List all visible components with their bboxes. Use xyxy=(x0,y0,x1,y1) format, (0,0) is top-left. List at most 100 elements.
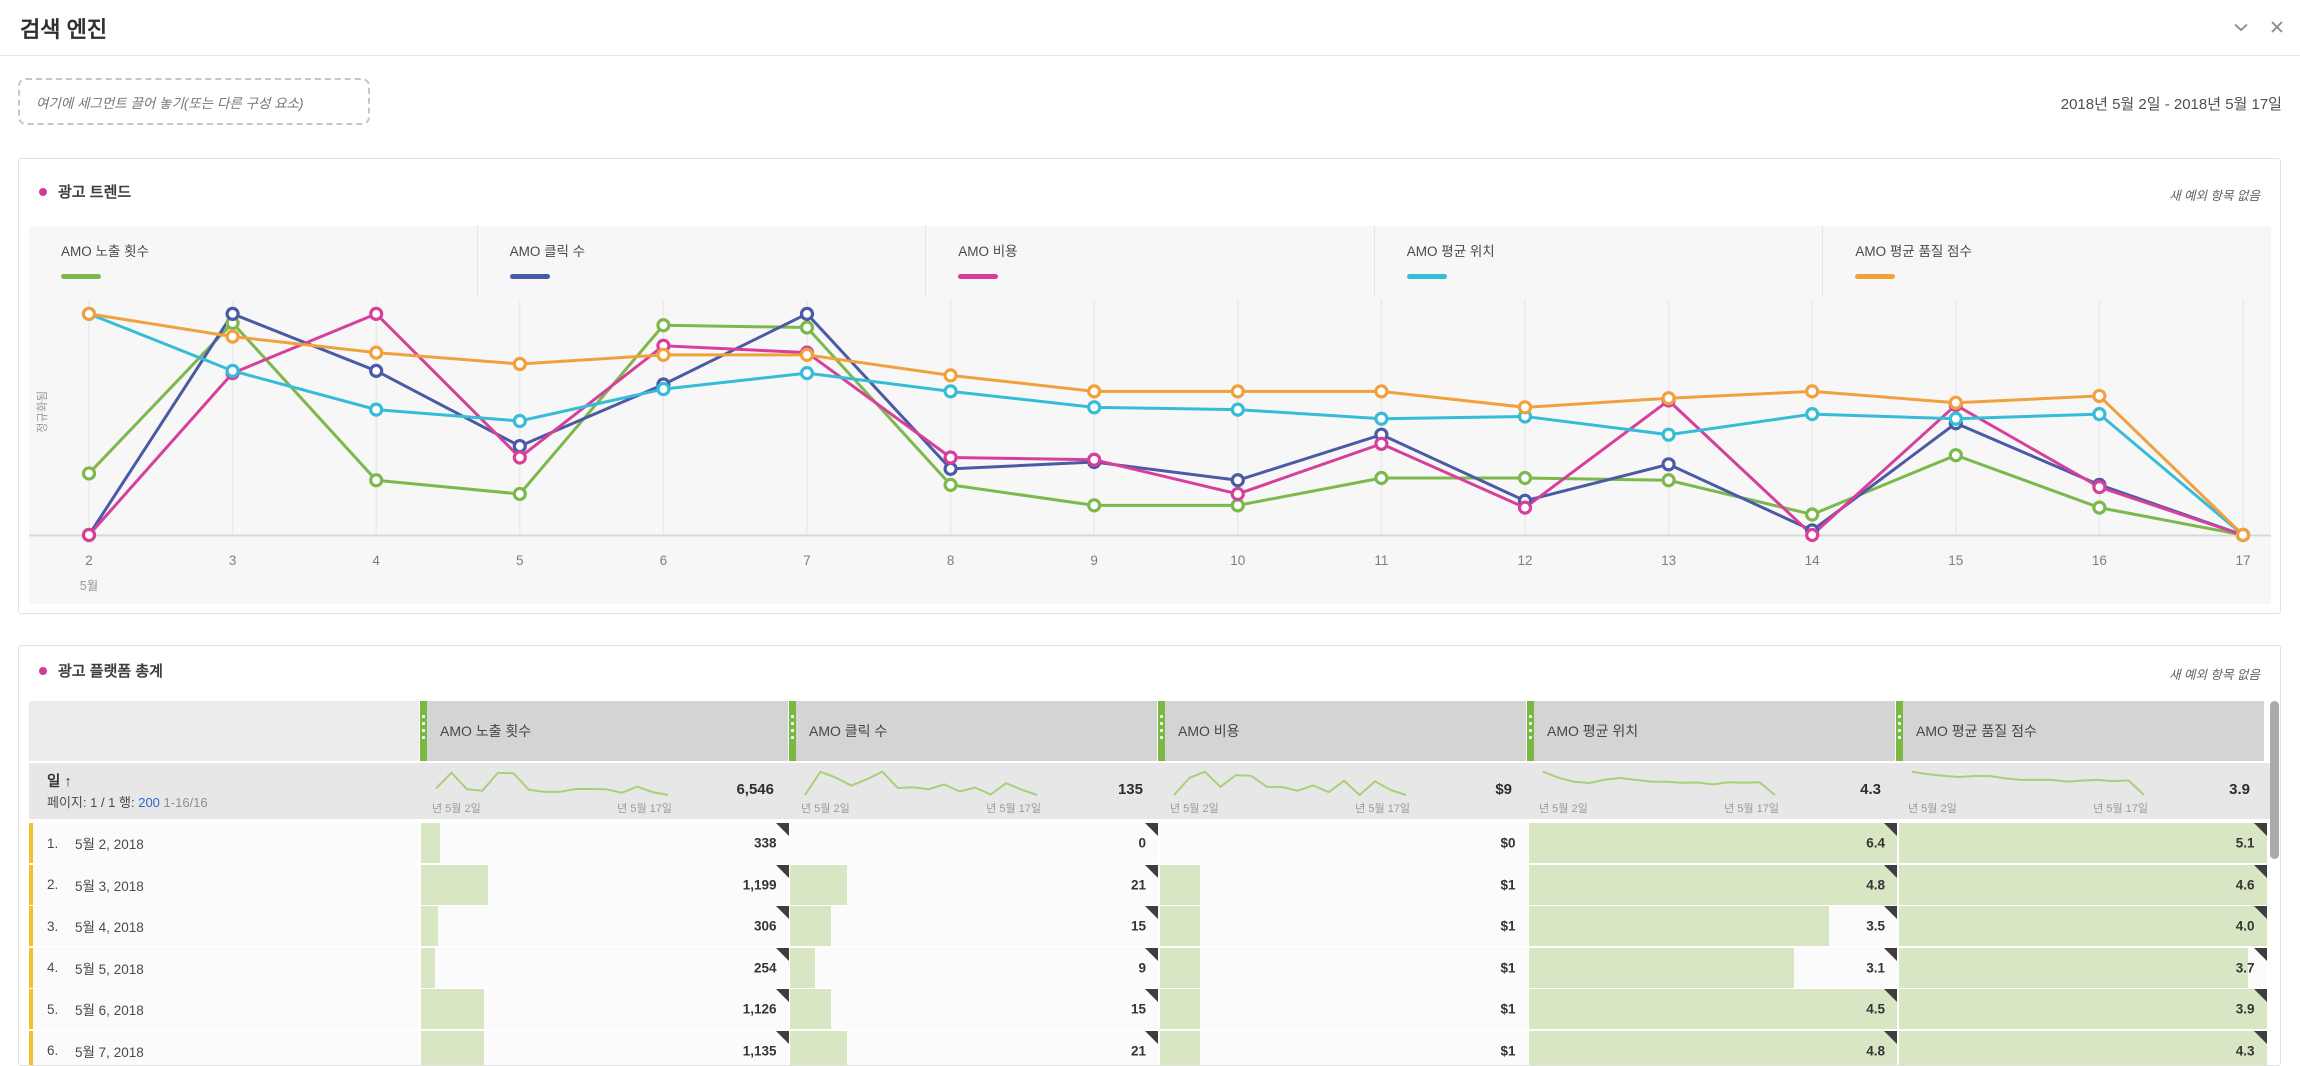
segment-dropzone[interactable]: 여기에 세그먼트 끌어 놓기(또는 다른 구성 요소) xyxy=(18,78,370,125)
close-icon[interactable] xyxy=(2268,18,2286,36)
column-drag-handle-icon[interactable] xyxy=(420,701,427,761)
cell-value: 306 xyxy=(753,918,777,934)
dimension-cell[interactable]: 2. 5월 3, 2018 xyxy=(29,864,419,905)
metric-cell[interactable]: 1,199 xyxy=(420,864,789,905)
metric-cell[interactable]: 4.0 xyxy=(1898,906,2267,946)
column-header[interactable]: AMO 노출 횟수 xyxy=(420,701,788,761)
column-header[interactable]: AMO 평균 위치 xyxy=(1527,701,1895,761)
table-row[interactable]: 6. 5월 7, 2018 1,135 21 $1 4.8 4.3 xyxy=(29,1030,2271,1065)
metric-cell[interactable]: 1,126 xyxy=(420,989,789,1029)
metric-cell[interactable]: 1,135 xyxy=(420,1030,789,1065)
data-point-marker xyxy=(656,318,671,333)
metric-cell[interactable]: 4.5 xyxy=(1529,989,1897,1029)
metric-cell[interactable]: 6.4 xyxy=(1529,823,1897,863)
table-row[interactable]: 1. 5월 2, 2018 338 0 $0 6.4 5.1 xyxy=(29,823,2271,863)
totals-cell: 년 5월 2일 년 5월 17일 4.3 xyxy=(1527,763,1895,819)
metric-cell[interactable]: 3.1 xyxy=(1529,947,1897,988)
data-point-marker xyxy=(1374,470,1389,486)
scrollbar-thumb[interactable] xyxy=(2270,701,2279,859)
x-axis-tick: 5 xyxy=(516,553,524,568)
legend-color-swatch xyxy=(1855,274,1896,279)
metric-cell[interactable]: 3.7 xyxy=(1898,947,2267,988)
data-point-marker xyxy=(1948,448,1963,463)
data-point-marker xyxy=(81,527,97,543)
metric-cell[interactable]: 0 xyxy=(790,823,1158,863)
metric-cell[interactable]: 3.9 xyxy=(1898,989,2267,1029)
column-drag-handle-icon[interactable] xyxy=(1896,701,1903,761)
metric-cell[interactable]: 4.3 xyxy=(1898,1030,2267,1065)
anomaly-indicator-icon xyxy=(2253,823,2267,836)
x-axis-tick: 14 xyxy=(1804,553,1820,568)
metric-cell[interactable]: 21 xyxy=(790,864,1158,905)
metric-cell[interactable]: $1 xyxy=(1159,906,1528,946)
dimension-cell[interactable]: 1. 5월 2, 2018 xyxy=(29,823,419,863)
metric-cell[interactable]: $1 xyxy=(1159,989,1528,1029)
column-drag-handle-icon[interactable] xyxy=(1527,701,1534,761)
legend-item[interactable]: AMO 평균 품질 점수 xyxy=(1822,226,2271,296)
dimension-sort-label[interactable]: 일 ↑ xyxy=(47,774,72,790)
cell-value: 3.9 xyxy=(2235,1001,2255,1017)
table-row[interactable]: 5. 5월 6, 2018 1,126 15 $1 4.5 3.9 xyxy=(29,989,2271,1029)
legend-item[interactable]: AMO 비용 xyxy=(925,226,1374,296)
metric-cell[interactable]: $1 xyxy=(1159,864,1528,905)
x-axis-tick: 16 xyxy=(2091,553,2107,568)
metric-cell[interactable]: 9 xyxy=(790,947,1158,988)
column-header[interactable]: AMO 평균 품질 점수 xyxy=(1896,701,2264,761)
window-titlebar: 검색 엔진 xyxy=(0,0,2300,56)
metric-cell[interactable]: $0 xyxy=(1159,823,1528,863)
dimension-cell[interactable]: 5. 5월 6, 2018 xyxy=(29,989,419,1029)
data-point-marker xyxy=(1517,500,1533,515)
metric-cell[interactable]: 3.5 xyxy=(1529,906,1897,946)
column-header-label: AMO 클릭 수 xyxy=(809,723,888,739)
legend-item[interactable]: AMO 노출 횟수 xyxy=(29,226,477,296)
x-axis-tick: 7 xyxy=(803,553,811,568)
sort-ascending-icon: ↑ xyxy=(64,774,72,790)
metric-cell[interactable]: 4.8 xyxy=(1529,864,1897,905)
cell-value-bar xyxy=(1529,947,1795,988)
anomaly-indicator-icon xyxy=(775,823,789,836)
metric-cell[interactable]: 4.6 xyxy=(1898,864,2267,905)
metric-cell[interactable]: 4.8 xyxy=(1529,1030,1897,1065)
column-drag-handle-icon[interactable] xyxy=(789,701,796,761)
column-header-label: AMO 평균 품질 점수 xyxy=(1916,723,2037,739)
legend-item[interactable]: AMO 클릭 수 xyxy=(476,226,926,296)
metric-cell[interactable]: 15 xyxy=(790,906,1158,946)
legend-item[interactable]: AMO 평균 위치 xyxy=(1373,226,1823,296)
table-row[interactable]: 4. 5월 5, 2018 254 9 $1 3.1 3.7 xyxy=(29,947,2271,988)
data-point-marker xyxy=(1805,384,1820,399)
dimension-cell[interactable]: 4. 5월 5, 2018 xyxy=(29,947,419,988)
row-index: 5. xyxy=(47,1001,59,1017)
metric-cell[interactable]: 15 xyxy=(790,989,1158,1029)
table-vertical-scrollbar[interactable] xyxy=(2270,701,2280,1065)
date-range[interactable]: 2018년 5월 2일 - 2018년 5월 17일 xyxy=(2060,96,2282,113)
data-point-marker xyxy=(1230,486,1245,502)
window-title: 검색 엔진 xyxy=(20,17,108,42)
collapse-chevron-icon[interactable] xyxy=(2232,18,2250,36)
data-point-marker xyxy=(1661,427,1676,442)
line-chart[interactable]: AMO 노출 횟수 AMO 클릭 수 AMO 비용 AMO 평균 위치 AMO 평균 품… xyxy=(29,226,2271,604)
rows-per-page-link[interactable]: 200 xyxy=(138,795,160,810)
metric-cell[interactable]: $1 xyxy=(1159,1030,1528,1065)
metric-cell[interactable]: 254 xyxy=(420,947,789,988)
table-row[interactable]: 3. 5월 4, 2018 306 15 $1 3.5 4.0 xyxy=(29,906,2271,946)
metric-cell[interactable]: 21 xyxy=(790,1030,1158,1065)
column-header-label: AMO 비용 xyxy=(1178,723,1240,739)
table-row[interactable]: 2. 5월 3, 2018 1,199 21 $1 4.8 4.6 xyxy=(29,864,2271,905)
dimension-cell[interactable]: 3. 5월 4, 2018 xyxy=(29,906,419,946)
metric-cell[interactable]: 306 xyxy=(420,906,789,946)
row-index: 1. xyxy=(47,835,59,851)
row-index: 4. xyxy=(47,960,59,975)
sparkline xyxy=(1173,770,1407,797)
metric-cell[interactable]: 338 xyxy=(420,823,789,863)
column-drag-handle-icon[interactable] xyxy=(1158,701,1165,761)
column-header[interactable]: AMO 비용 xyxy=(1158,701,1526,761)
column-total-value: 3.9 xyxy=(2229,781,2250,798)
row-date: 5월 2, 2018 xyxy=(75,837,144,852)
metric-cell[interactable]: 5.1 xyxy=(1898,823,2267,863)
chart-plot-area[interactable] xyxy=(29,296,2271,546)
data-point-marker xyxy=(2092,388,2107,404)
column-header[interactable]: AMO 클릭 수 xyxy=(789,701,1157,761)
dimension-cell[interactable]: 6. 5월 7, 2018 xyxy=(29,1030,419,1065)
data-point-marker xyxy=(1517,470,1533,486)
metric-cell[interactable]: $1 xyxy=(1159,947,1528,988)
